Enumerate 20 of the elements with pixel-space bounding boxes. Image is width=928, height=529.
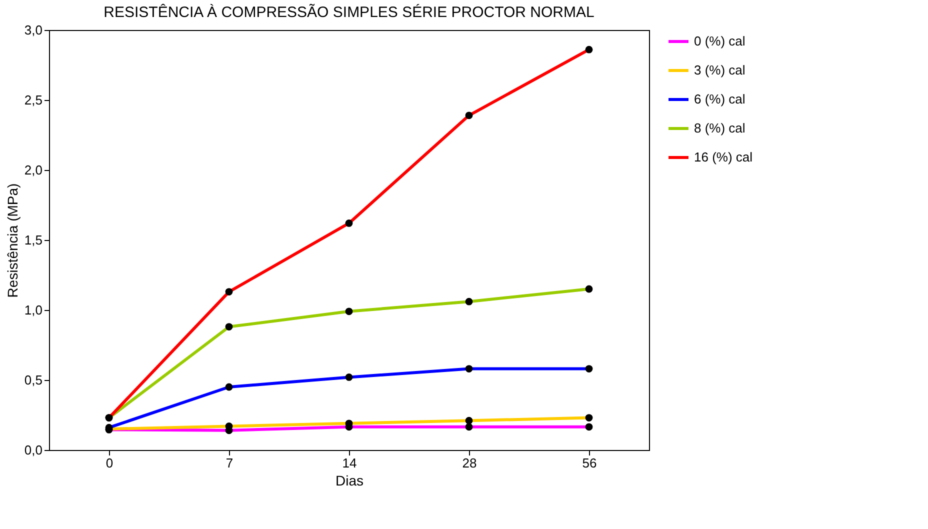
legend-label: 8 (%) cal bbox=[694, 120, 746, 136]
x-tick-label: 0 bbox=[106, 456, 114, 470]
legend-label: 16 (%) cal bbox=[694, 150, 753, 164]
y-axis-title: Resistência (MPa) bbox=[4, 183, 20, 298]
y-tick-label: 2,0 bbox=[24, 162, 42, 178]
y-tick-label: 3,0 bbox=[24, 22, 42, 38]
chart-title: RESISTÊNCIA À COMPRESSÃO SIMPLES SÉRIE PROCTOR NORMAL bbox=[104, 3, 594, 21]
y-tick-label: 0,0 bbox=[24, 442, 42, 458]
x-tick-label: 56 bbox=[582, 456, 597, 470]
y-tick-label: 1,0 bbox=[24, 302, 42, 318]
x-tick-label: 7 bbox=[226, 456, 234, 470]
legend-label: 6 (%) cal bbox=[694, 92, 746, 106]
legend-label: 3 (%) cal bbox=[694, 62, 746, 78]
x-axis-title: Dias bbox=[335, 472, 364, 488]
legend-label: 0 (%) cal bbox=[694, 34, 746, 48]
y-tick-label: 1,5 bbox=[24, 232, 42, 248]
x-tick-label: 14 bbox=[342, 456, 357, 470]
y-tick-label: 0,5 bbox=[24, 372, 42, 388]
y-tick-label: 2,5 bbox=[24, 92, 42, 108]
x-tick-label: 28 bbox=[462, 456, 477, 470]
